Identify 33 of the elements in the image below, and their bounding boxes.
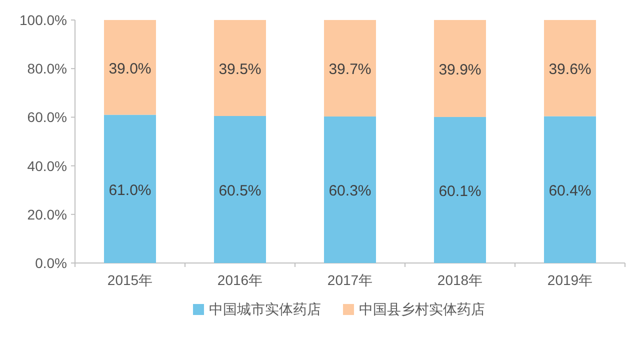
x-tick-label: 2016年 [217,272,263,288]
data-label: 60.4% [548,182,592,200]
y-tick-label: 100.0% [20,12,67,28]
data-label: 61.0% [108,182,152,199]
y-tick-label: 40.0% [27,158,67,174]
data-label: 60.3% [328,182,372,200]
bar [104,114,156,263]
data-label: 60.5% [218,182,262,200]
y-tick-label: 60.0% [27,109,67,126]
y-tick-label: 20.0% [27,206,67,222]
data-label: 60.1% [438,182,482,200]
bar [544,116,596,263]
y-tick-label: 80.0% [27,60,67,77]
bar [104,20,156,115]
bar [434,116,486,263]
legend-label: 中国城市实体药店 [209,301,321,317]
y-tick-label: 0.0% [35,255,67,271]
bar [214,20,266,116]
bar [324,20,376,116]
data-label: 39.6% [548,61,592,78]
x-tick-label: 2019年 [547,272,593,288]
bar [434,20,486,117]
bar [544,20,596,116]
bar [214,116,266,263]
legend-label: 中国县乡村实体药店 [359,301,485,317]
bar [324,116,376,263]
data-label: 39.7% [328,61,372,78]
data-label: 39.0% [108,60,152,78]
x-tick-label: 2018年 [437,272,483,288]
data-label: 39.9% [438,61,482,78]
x-tick-label: 2015年 [107,272,153,288]
data-label: 39.5% [218,60,262,78]
x-tick-label: 2017年 [327,272,373,288]
